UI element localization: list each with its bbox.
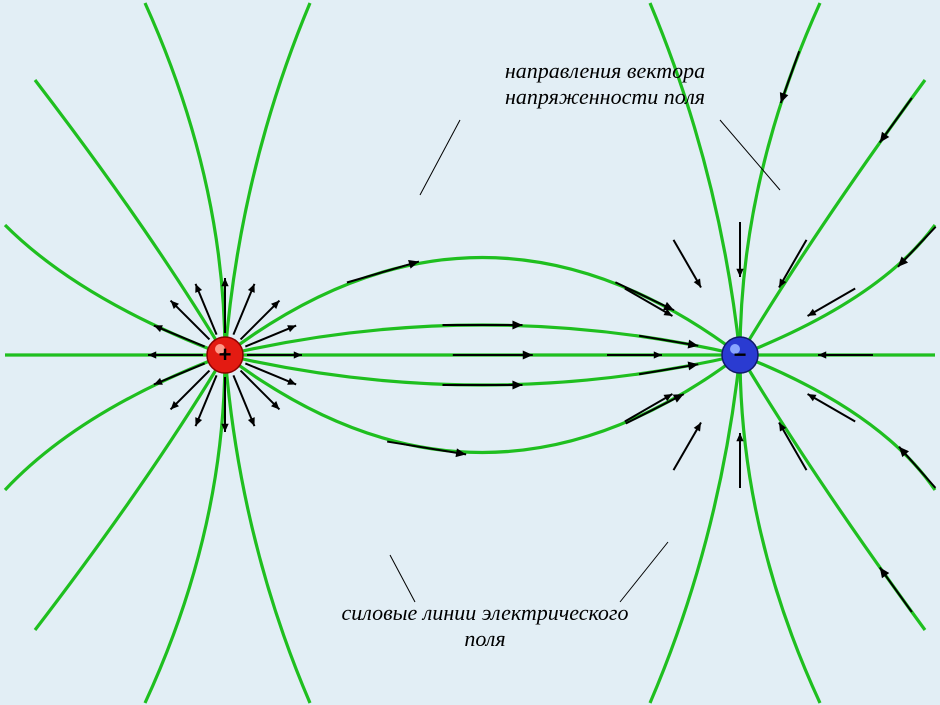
- negative-charge-symbol: −: [734, 342, 747, 367]
- label-vector-direction: напряженности поля: [505, 84, 705, 109]
- positive-charge-symbol: +: [219, 342, 232, 367]
- label-vector-direction: направления вектора: [505, 58, 705, 83]
- positive-charge: +: [207, 337, 243, 373]
- dipole-field-diagram: + − направления векторанапряженности поля…: [0, 0, 940, 705]
- label-field-lines: силовые линии электрического: [341, 600, 628, 625]
- label-field-lines: поля: [464, 626, 505, 651]
- negative-charge: −: [722, 337, 758, 373]
